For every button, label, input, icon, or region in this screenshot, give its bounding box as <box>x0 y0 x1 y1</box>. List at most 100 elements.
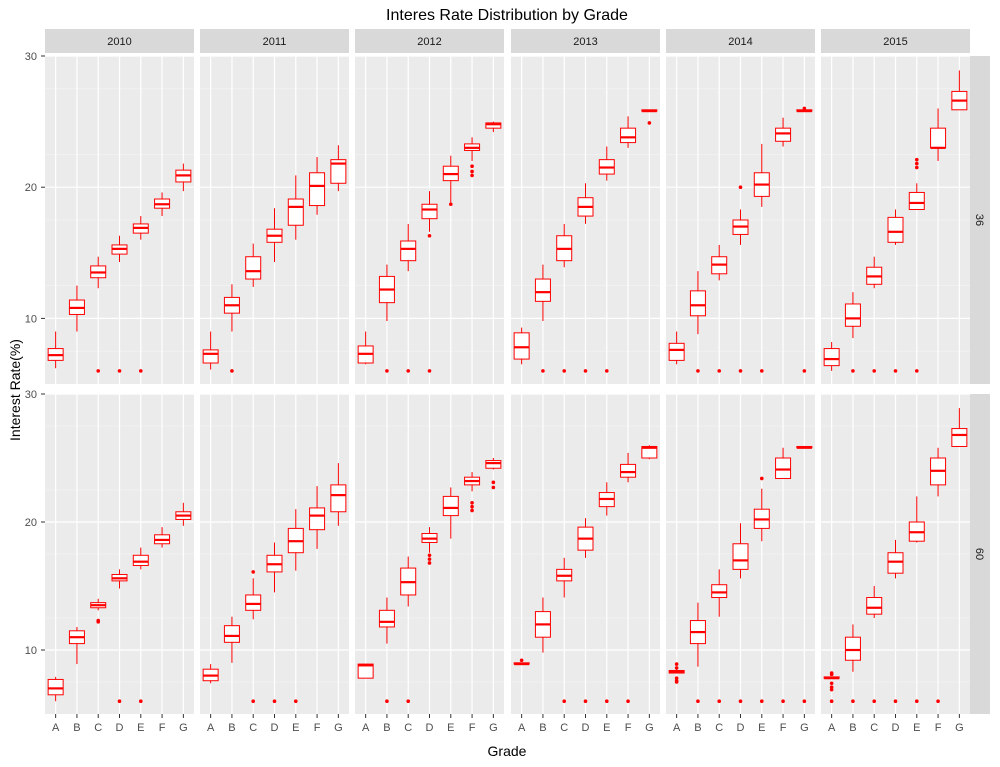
outlier-point <box>829 681 834 686</box>
box-36-2013-B <box>534 278 551 302</box>
box-36-2013-A <box>513 332 530 360</box>
x-tick-label: B <box>73 722 80 734</box>
outlier-point <box>851 369 855 373</box>
box-60-2012-G <box>485 460 502 469</box>
x-tick-label: E <box>758 722 765 734</box>
outlier-point <box>562 369 567 373</box>
x-tick-label: C <box>560 722 568 734</box>
box-36-2014-B <box>689 290 706 317</box>
x-tick-label: E <box>913 722 920 734</box>
box-60-2012-A <box>357 663 374 679</box>
outlier-point <box>914 699 919 703</box>
outlier-point <box>562 699 567 703</box>
y-axis-title: Interest Rate(%) <box>7 339 23 441</box>
x-tick-label: F <box>159 722 166 734</box>
outlier-point <box>491 485 496 490</box>
outlier-point <box>293 699 298 703</box>
box-60-2015-D <box>887 552 904 574</box>
box-60-2014-F <box>775 457 792 479</box>
box-36-2011-A <box>202 349 219 364</box>
outlier-point <box>406 699 411 703</box>
x-tick-label: G <box>645 722 654 734</box>
strip-label-2013: 2013 <box>573 36 597 48</box>
x-tick-label: A <box>362 722 370 734</box>
outlier-point <box>829 687 834 692</box>
x-tick-label: G <box>179 722 188 734</box>
outlier-point <box>696 369 700 373</box>
outlier-point <box>117 369 122 373</box>
box-36-2014-F <box>775 127 792 142</box>
x-tick-label: G <box>800 722 809 734</box>
x-tick-label: E <box>137 722 144 734</box>
box-60-2011-F <box>309 507 326 531</box>
x-tick-label: F <box>469 722 476 734</box>
outlier-point <box>470 173 474 178</box>
outlier-point <box>470 504 474 509</box>
y-tick-label: 20 <box>25 182 37 194</box>
outlier-point <box>604 699 609 703</box>
y-tick-label: 10 <box>25 313 37 325</box>
outlier-point <box>427 553 432 558</box>
box-60-2011-G <box>330 484 347 513</box>
x-tick-label: F <box>935 722 942 734</box>
x-tick-label: C <box>870 722 878 734</box>
outlier-point <box>759 369 764 373</box>
strip-label-2014: 2014 <box>728 36 752 48</box>
outlier-point <box>717 369 722 373</box>
outlier-point <box>893 369 898 373</box>
facet-panels: 2010 2011 2012 2013 2014 2015 36 60 10 20 30 10 20 30… <box>25 29 990 734</box>
outlier-point <box>470 508 474 513</box>
outlier-point <box>138 699 143 703</box>
x-tick-label: D <box>582 722 590 734</box>
outlier-point <box>541 369 545 373</box>
x-tick-label: A <box>207 722 215 734</box>
outlier-point <box>936 699 940 703</box>
box-36-2012-C <box>400 240 417 262</box>
x-tick-label: D <box>271 722 279 734</box>
strip-2015 <box>821 29 970 53</box>
strip-label-2011: 2011 <box>263 36 287 48</box>
x-tick-label: F <box>625 722 632 734</box>
x-tick-label: E <box>447 722 454 734</box>
x-tick-label: G <box>955 722 964 734</box>
outlier-point <box>674 678 679 683</box>
outlier-point <box>96 618 101 623</box>
outlier-point <box>96 369 101 373</box>
x-tick-label: E <box>292 722 299 734</box>
box-36-2012-G <box>485 122 502 129</box>
outlier-point <box>647 121 652 125</box>
box-36-2015-F <box>930 127 947 149</box>
outlier-point <box>604 369 609 373</box>
box-36-2015-A <box>823 348 840 367</box>
strip-row-label-36: 36 <box>973 214 985 226</box>
outlier-point <box>914 157 919 162</box>
outlier-point <box>829 699 834 703</box>
strip-label-2012: 2012 <box>417 36 441 48</box>
outlier-point <box>851 699 855 703</box>
strip-label-2015: 2015 <box>883 36 907 48</box>
box-60-2015-C <box>866 597 883 615</box>
box-36-2015-D <box>887 216 904 243</box>
box-60-2010-E <box>132 554 149 567</box>
outlier-point <box>759 699 764 703</box>
x-tick-label: B <box>228 722 235 734</box>
x-tick-label: F <box>780 722 787 734</box>
outlier-point <box>251 699 256 703</box>
x-tick-label: C <box>94 722 102 734</box>
x-tick-label: F <box>314 722 321 734</box>
box-36-2012-D <box>421 203 438 220</box>
box-60-2014-D <box>732 543 749 570</box>
x-tick-label: G <box>334 722 343 734</box>
box-36-2013-F <box>620 127 637 144</box>
box-36-2014-A <box>668 342 685 361</box>
box-60-2012-E <box>442 495 459 517</box>
x-tick-label: C <box>404 722 412 734</box>
outlier-point <box>872 369 877 373</box>
outlier-point <box>738 185 743 189</box>
outlier-point <box>138 369 143 373</box>
x-tick-label: C <box>715 722 723 734</box>
strip-2013 <box>511 29 660 53</box>
strip-row-label-60: 60 <box>973 548 985 560</box>
y-tick-label: 10 <box>25 645 37 657</box>
outlier-point <box>385 699 389 703</box>
